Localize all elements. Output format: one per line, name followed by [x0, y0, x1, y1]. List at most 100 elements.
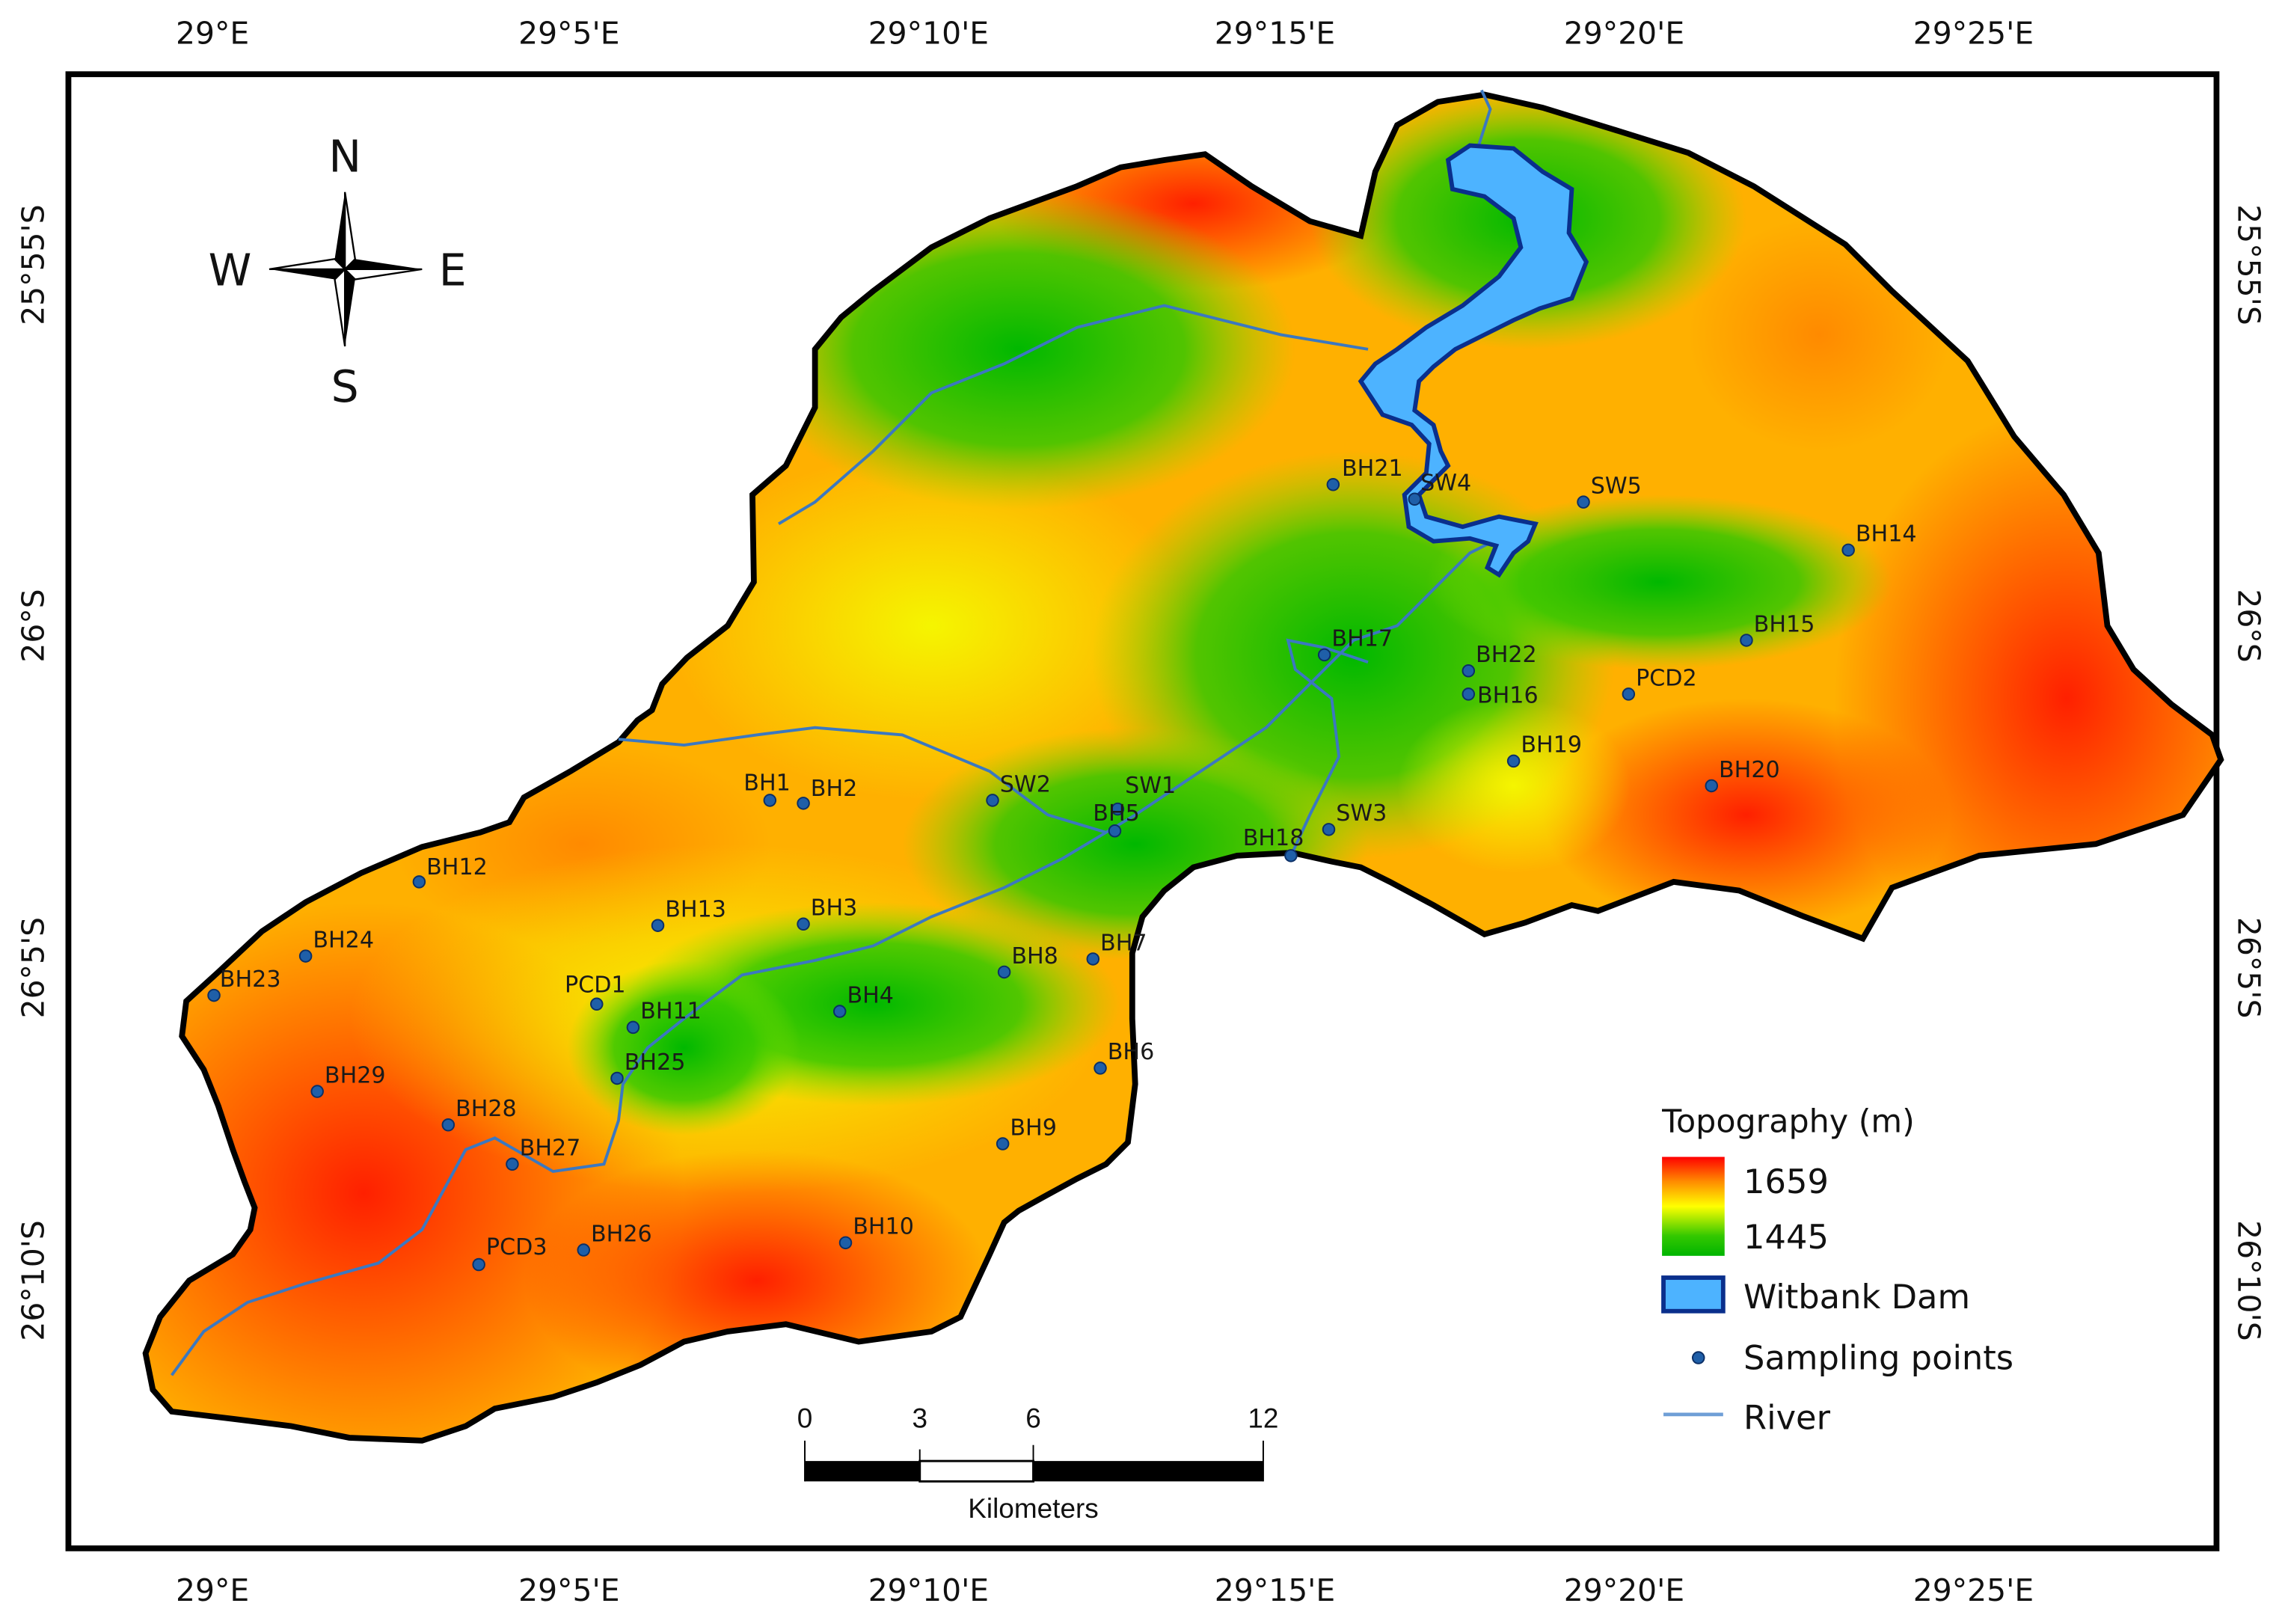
svg-text:BH7: BH7 [1100, 930, 1147, 956]
sampling-point-sw5[interactable]: SW5 [1577, 473, 1642, 509]
compass-n: N [328, 132, 361, 183]
sampling-point-bh7[interactable]: BH7 [1086, 930, 1147, 966]
svg-text:BH13: BH13 [665, 897, 726, 923]
sampling-point-bh9[interactable]: BH9 [996, 1115, 1057, 1150]
sampling-point-bh20[interactable]: BH20 [1705, 757, 1780, 793]
svg-text:PCD1: PCD1 [565, 972, 626, 999]
svg-text:BH2: BH2 [811, 776, 858, 802]
bottom-axis-label: 29°25'E [1913, 1572, 2034, 1608]
sampling-point-bh28[interactable]: BH28 [441, 1096, 517, 1132]
top-axis-label: 29°25'E [1913, 15, 2034, 51]
sampling-point-bh25[interactable]: BH25 [610, 1050, 685, 1085]
svg-text:BH14: BH14 [1856, 521, 1917, 548]
sampling-point-bh19[interactable]: BH19 [1506, 732, 1582, 768]
top-axis-label: 29°10'E [868, 15, 989, 51]
svg-text:BH20: BH20 [1719, 757, 1780, 783]
sampling-point-bh26[interactable]: BH26 [577, 1221, 652, 1257]
svg-text:BH5: BH5 [1093, 800, 1140, 827]
top-axis: 29°E 29°5'E 29°10'E 29°15'E 29°20'E 29°2… [176, 15, 2034, 51]
river-network [171, 89, 1500, 1376]
sampling-point-bh10[interactable]: BH10 [838, 1214, 914, 1250]
compass-s: S [331, 361, 359, 412]
sampling-point-sw2[interactable]: SW2 [986, 771, 1051, 807]
top-axis-label: 29°5'E [518, 15, 619, 51]
sampling-point-bh11[interactable]: BH11 [626, 999, 702, 1035]
sampling-point-bh4[interactable]: BH4 [832, 982, 894, 1018]
north-arrow-compass-icon: N S W E [209, 132, 467, 412]
right-axis-label: 26°10'S [2231, 1220, 2267, 1341]
sampling-point-bh23[interactable]: BH23 [207, 966, 281, 1002]
right-axis-label: 25°55'S [2231, 204, 2267, 325]
svg-text:BH1: BH1 [743, 770, 791, 796]
elevation-color-ramp [1662, 1156, 1725, 1256]
sampling-point-pcd3[interactable]: PCD3 [472, 1234, 548, 1272]
left-axis-label: 26°5'S [15, 917, 51, 1019]
svg-text:BH22: BH22 [1476, 642, 1537, 668]
svg-text:SW5: SW5 [1591, 473, 1642, 499]
sampling-point-bh15[interactable]: BH15 [1740, 611, 1815, 647]
scale-tick-6: 6 [1025, 1403, 1041, 1433]
sampling-point-bh14[interactable]: BH14 [1841, 521, 1917, 557]
right-axis-label: 26°S [2231, 589, 2267, 662]
top-axis-label: 29°20'E [1564, 15, 1684, 51]
left-axis: 25°55'S 26°S 26°5'S 26°10'S [15, 204, 51, 1340]
top-axis-label: 29°15'E [1215, 15, 1335, 51]
svg-text:BH15: BH15 [1754, 611, 1815, 637]
sampling-point-bh29[interactable]: BH29 [310, 1062, 386, 1098]
svg-text:SW1: SW1 [1125, 773, 1176, 799]
sampling-point-bh12[interactable]: BH12 [412, 854, 488, 889]
svg-text:BH12: BH12 [426, 854, 488, 880]
legend-low-value: 1445 [1743, 1217, 1829, 1257]
sampling-point-bh8[interactable]: BH8 [997, 943, 1058, 979]
dam-swatch-icon [1661, 1275, 1726, 1314]
svg-text:BH24: BH24 [313, 927, 374, 953]
svg-text:BH27: BH27 [520, 1136, 581, 1162]
legend-points-label: Sampling points [1743, 1338, 2013, 1378]
legend-title: Topography (m) [1661, 1103, 1915, 1140]
sampling-point-bh1[interactable]: BH1 [743, 770, 791, 807]
sampling-point-bh24[interactable]: BH24 [298, 927, 374, 963]
left-axis-label: 25°55'S [15, 204, 51, 325]
svg-text:BH18: BH18 [1243, 825, 1304, 851]
sampling-point-bh18[interactable]: BH18 [1243, 825, 1304, 862]
compass-w: W [209, 245, 252, 295]
svg-text:BH10: BH10 [853, 1214, 914, 1240]
scale-tick-0: 0 [797, 1403, 813, 1433]
scale-bar: 0 3 6 12 Kilometers [797, 1403, 1279, 1524]
sampling-point-bh3[interactable]: BH3 [797, 895, 857, 931]
bottom-axis-label: 29°5'E [518, 1572, 619, 1608]
sampling-point-sw4[interactable]: SW4 [1408, 471, 1472, 506]
sampling-point-bh16[interactable]: BH16 [1461, 683, 1539, 709]
scale-tick-12: 12 [1248, 1403, 1278, 1433]
sampling-point-bh17[interactable]: BH17 [1317, 626, 1393, 662]
sampling-point-bh22[interactable]: BH22 [1461, 642, 1537, 678]
svg-text:BH19: BH19 [1521, 732, 1582, 759]
right-axis-label: 26°5'S [2231, 917, 2267, 1019]
scale-tick-3: 3 [912, 1403, 927, 1433]
svg-text:BH9: BH9 [1010, 1115, 1057, 1141]
sampling-point-bh13[interactable]: BH13 [651, 897, 726, 932]
sampling-point-bh21[interactable]: BH21 [1326, 456, 1403, 491]
compass-e: E [439, 245, 467, 295]
svg-text:BH17: BH17 [1331, 626, 1393, 652]
svg-text:BH21: BH21 [1342, 456, 1403, 482]
legend: Topography (m) 1659 1445 Witbank Dam Sam… [1661, 1103, 2013, 1437]
svg-text:PCD3: PCD3 [486, 1234, 548, 1260]
sampling-point-bh27[interactable]: BH27 [506, 1136, 581, 1171]
sampling-point-icon [1691, 1351, 1705, 1364]
bottom-axis-label: 29°15'E [1215, 1572, 1335, 1608]
svg-text:BH23: BH23 [220, 966, 281, 993]
svg-text:PCD2: PCD2 [1636, 665, 1697, 691]
sampling-point-bh2[interactable]: BH2 [797, 776, 858, 810]
svg-text:SW3: SW3 [1336, 800, 1387, 827]
sampling-point-sw1[interactable]: SW1 [1111, 773, 1177, 816]
svg-text:BH4: BH4 [847, 982, 894, 1008]
sampling-point-bh6[interactable]: BH6 [1094, 1039, 1154, 1075]
sampling-point-bh5[interactable]: BH5 [1093, 800, 1140, 838]
legend-high-value: 1659 [1743, 1162, 1829, 1201]
sampling-point-pcd2[interactable]: PCD2 [1622, 665, 1697, 701]
sampling-point-pcd1[interactable]: PCD1 [565, 972, 626, 1011]
sampling-point-sw3[interactable]: SW3 [1322, 800, 1387, 836]
top-axis-label: 29°E [176, 15, 249, 51]
